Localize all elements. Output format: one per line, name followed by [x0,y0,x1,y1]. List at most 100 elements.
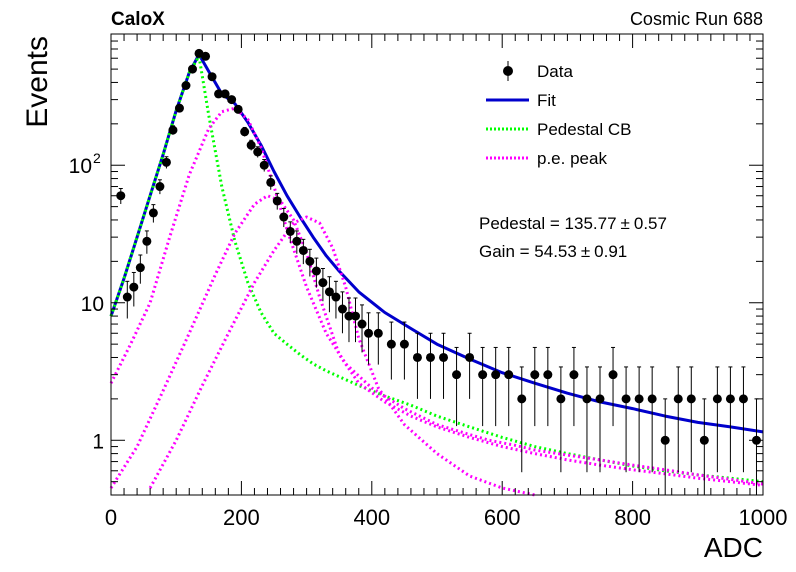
data-point [135,263,145,273]
data-point [253,147,263,157]
data-point [116,191,126,201]
x-tick-label: 800 [614,505,651,530]
data-point [292,236,302,246]
data-point [738,394,748,404]
data-point [324,287,334,297]
gain-value: Gain = 54.53 [479,242,577,261]
data-point [399,339,409,349]
data-point [478,370,488,380]
x-tick-label: 400 [353,505,390,530]
data-point [412,352,422,362]
data-point [174,103,184,113]
data-point [686,394,696,404]
data-point [266,177,276,187]
y-tick-label-exponent: 2 [93,150,101,166]
data-point [357,319,367,329]
data-point [318,278,328,288]
legend-entry-pedestal: Pedestal CB [486,120,632,139]
legend-entry-pe: p.e. peak [486,149,607,168]
data-point [201,51,211,61]
data-point [207,72,217,82]
x-axis-ticks: 0 200 400 600 800 1000 [105,34,788,530]
data-points-layer [116,48,761,495]
pedestal-pm: ± [621,214,630,233]
data-point [155,182,165,192]
data-point [298,245,308,255]
data-point [712,394,722,404]
data-point [725,394,735,404]
y-tick-label: 1 [92,430,104,453]
y-tick-label: 10 [69,155,92,178]
data-point [504,370,514,380]
data-point [279,212,289,222]
data-point [285,226,295,236]
data-point [220,89,230,99]
data-point [386,339,396,349]
legend-entry-fit: Fit [486,91,556,110]
x-axis-label: ADC [704,532,763,563]
gain-result: Gain = 54.53 ±0.91 [479,242,627,261]
header-right-label: Cosmic Run 688 [630,9,763,29]
data-point [129,282,139,292]
data-point [634,394,644,404]
data-point [331,292,341,302]
pedestal-value: Pedestal = 135.77 [479,214,617,233]
legend-entry-data: Data [503,61,573,81]
data-point [233,104,243,114]
data-point [246,140,256,150]
data-point [647,394,657,404]
data-point [364,328,374,338]
data-point [673,394,683,404]
pedestal-error: 0.57 [634,214,667,233]
legend-data-label: Data [537,62,573,81]
legend-data-marker [503,66,513,76]
data-point [240,127,250,137]
data-point [582,394,592,404]
data-point [608,370,618,380]
data-point [569,370,579,380]
series-line-3 [109,106,764,486]
data-point [660,435,670,445]
y-axis-label: Events [21,36,54,128]
data-point [337,304,347,314]
data-point [168,125,178,135]
legend-fit-label: Fit [537,91,556,110]
data-point [214,89,224,99]
data-point [181,80,191,90]
data-point [621,394,631,404]
data-point [452,370,462,380]
data-point [530,370,540,380]
data-point [556,394,566,404]
data-point [305,256,315,266]
data-point [699,435,709,445]
gain-error: 0.91 [594,242,627,261]
data-point [148,208,158,218]
data-point [491,370,501,380]
series-line-5 [148,215,536,497]
data-point [161,157,171,167]
header-left-label: CaloX [111,9,165,30]
x-tick-label: 600 [484,505,521,530]
pedestal-result: Pedestal = 135.77 ±0.57 [479,214,667,233]
x-tick-label: 200 [223,505,260,530]
data-point [272,196,282,206]
data-point [311,266,321,276]
data-point [142,236,152,246]
data-point [351,311,360,321]
data-point [543,370,553,380]
data-point [259,160,269,170]
legend: Data Fit Pedestal CB p.e. peak [486,61,632,168]
data-point [595,394,605,404]
legend-pedestal-label: Pedestal CB [537,120,632,139]
x-tick-label: 0 [105,505,117,530]
data-point [465,352,475,362]
data-point [425,352,435,362]
data-point [517,394,527,404]
data-point [188,64,197,74]
y-tick-label: 10 [81,293,104,316]
fit-results: Pedestal = 135.77 ±0.57 Gain = 54.53 ±0.91 [479,214,667,261]
x-tick-label: 1000 [739,505,788,530]
data-point [439,352,449,362]
